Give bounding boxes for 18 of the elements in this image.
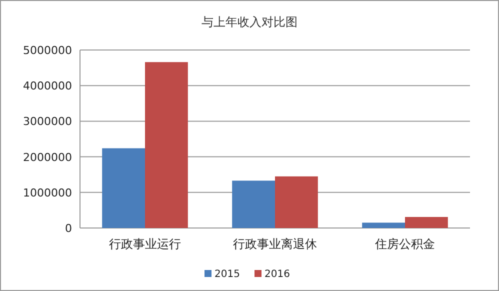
bar [232, 180, 275, 228]
x-tick-label: 行政事业运行 [109, 237, 181, 251]
bar [405, 216, 448, 228]
y-tick-label: 5000000 [23, 44, 72, 57]
y-tick-label: 4000000 [23, 80, 72, 93]
x-tick-label: 住房公积金 [374, 237, 435, 251]
chart-title: 与上年收入对比图 [202, 15, 298, 29]
bar [275, 176, 318, 228]
bar [102, 148, 145, 228]
legend-label: 2015 [214, 269, 240, 280]
bar [362, 222, 405, 228]
legend-label: 2016 [264, 269, 290, 280]
y-tick-label: 2000000 [23, 150, 72, 164]
y-tick-label: 1000000 [23, 186, 72, 200]
y-tick-label: 3000000 [23, 115, 72, 128]
x-tick-label: 行政事业离退休 [233, 237, 317, 251]
y-tick-label: 0 [65, 222, 72, 235]
bar [145, 62, 188, 228]
